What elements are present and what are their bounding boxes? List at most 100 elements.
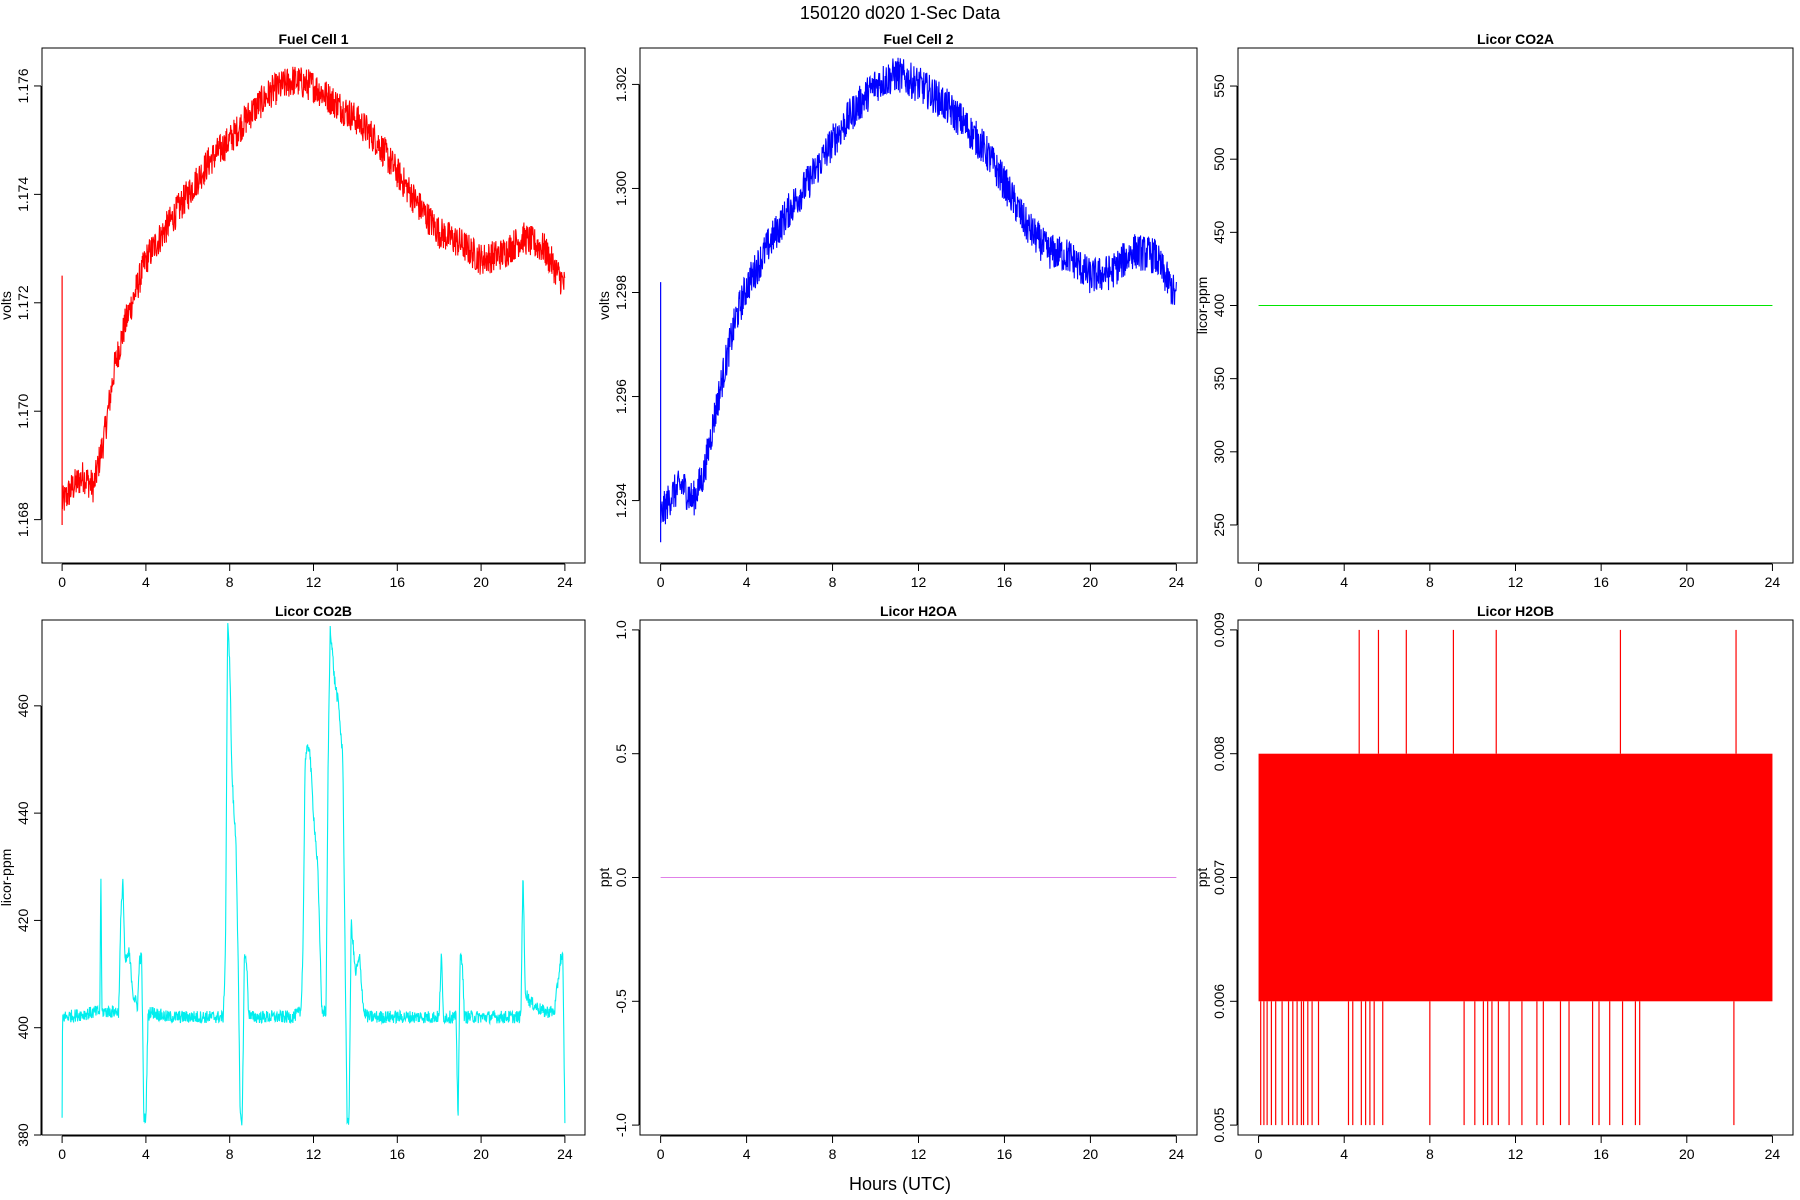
y-tick-label: 0.5 [613, 744, 629, 764]
y-tick-label: 1.298 [613, 275, 629, 310]
panel-title: Fuel Cell 2 [883, 31, 953, 47]
panels: Fuel Cell 1 0 4 8 12 16 20 24 1.168 1.170 1.172 1.1… [0, 31, 1794, 1162]
y-axis-title: ppt [1194, 868, 1210, 888]
plot-frame [1237, 47, 1794, 564]
y-tick-label: 500 [1211, 147, 1227, 171]
y-tick-label: 1.174 [15, 177, 31, 212]
y-tick-label: 0.006 [1211, 984, 1227, 1019]
y-axis: 250 300 350 400 450 500 550 [1211, 74, 1238, 537]
y-axis: 1.168 1.170 1.172 1.174 1.176 [15, 68, 42, 537]
plot-frame [639, 47, 1198, 564]
x-tick-label: 12 [306, 1146, 322, 1162]
x-tick-label: 12 [306, 574, 322, 590]
y-tick-label: 380 [15, 1123, 31, 1147]
figure-title: 150120 d020 1-Sec Data [800, 3, 1001, 23]
y-axis: -1.0 -0.5 0.0 0.5 1.0 [613, 620, 640, 1137]
x-tick-label: 4 [743, 1146, 751, 1162]
y-axis-title: licor-ppm [1194, 277, 1210, 335]
y-tick-label: 0.009 [1211, 612, 1227, 647]
data-series [61, 623, 566, 1126]
data-line [660, 57, 1177, 525]
y-tick-label: 250 [1211, 513, 1227, 537]
x-tick-label: 0 [657, 1146, 665, 1162]
x-tick-label: 20 [1679, 1146, 1695, 1162]
x-tick-label: 16 [997, 574, 1013, 590]
x-tick-label: 20 [1679, 574, 1695, 590]
panel-2: Fuel Cell 2 0 4 8 12 16 20 24 1.294 1.296 1.298 1.3… [596, 31, 1198, 590]
x-tick-label: 4 [1340, 1146, 1348, 1162]
x-axis: 0 4 8 12 16 20 24 [657, 563, 1185, 590]
y-axis-title: volts [0, 291, 14, 320]
panel-title: Licor CO2B [275, 603, 352, 619]
x-tick-label: 12 [1508, 1146, 1524, 1162]
y-tick-label: 1.296 [613, 379, 629, 414]
panel-title: Licor H2OB [1477, 603, 1554, 619]
x-tick-label: 16 [997, 1146, 1013, 1162]
x-tick-label: 16 [1593, 1146, 1609, 1162]
x-axis-title: Hours (UTC) [849, 1174, 951, 1194]
x-tick-label: 16 [1593, 574, 1609, 590]
x-tick-label: 0 [58, 574, 66, 590]
y-tick-label: 1.168 [15, 502, 31, 537]
x-tick-label: 16 [390, 1146, 406, 1162]
y-tick-label: 400 [1211, 294, 1227, 318]
x-tick-label: 8 [1426, 1146, 1434, 1162]
x-tick-label: 4 [142, 1146, 150, 1162]
y-tick-label: 0.0 [613, 868, 629, 888]
y-tick-label: 350 [1211, 367, 1227, 391]
panel-title: Licor H2OA [880, 603, 957, 619]
y-tick-label: 0.005 [1211, 1107, 1227, 1142]
x-tick-label: 0 [1255, 1146, 1263, 1162]
x-axis: 0 4 8 12 16 20 24 [58, 1135, 573, 1162]
x-tick-label: 24 [557, 1146, 573, 1162]
x-tick-label: 20 [1083, 574, 1099, 590]
x-tick-label: 4 [1340, 574, 1348, 590]
y-tick-label: -0.5 [613, 989, 629, 1013]
x-tick-label: 24 [1765, 574, 1781, 590]
x-tick-label: 24 [557, 574, 573, 590]
x-tick-label: 4 [142, 574, 150, 590]
y-tick-label: 460 [15, 694, 31, 718]
x-tick-label: 24 [1169, 574, 1185, 590]
y-tick-label: 0.008 [1211, 736, 1227, 771]
panel-5: Licor H2OA 0 4 8 12 16 20 24 -1.0 -0.5 0.0 0.5 1.0 pp… [596, 603, 1198, 1162]
x-tick-label: 8 [829, 574, 837, 590]
y-tick-label: 1.0 [613, 620, 629, 640]
x-tick-label: 12 [911, 574, 927, 590]
y-tick-label: 1.170 [15, 393, 31, 428]
x-tick-label: 8 [1426, 574, 1434, 590]
y-tick-label: 450 [1211, 220, 1227, 244]
x-axis: 0 4 8 12 16 20 24 [657, 1135, 1185, 1162]
y-tick-label: 420 [15, 909, 31, 933]
data-band [1258, 753, 1773, 1002]
plot-frame [41, 47, 586, 564]
y-tick-label: 1.294 [613, 483, 629, 518]
panel-3: Licor CO2A 0 4 8 12 16 20 24 250 300 350 400 450 500 5… [1194, 31, 1794, 590]
x-tick-label: 4 [743, 574, 751, 590]
y-axis: 380 400 420 440 460 [15, 694, 42, 1147]
plot-frame [41, 619, 586, 1136]
y-tick-label: 1.172 [15, 285, 31, 320]
x-tick-label: 16 [390, 574, 406, 590]
x-tick-label: 8 [226, 574, 234, 590]
y-axis-title: licor-ppm [0, 849, 14, 907]
y-tick-label: 0.007 [1211, 860, 1227, 895]
x-tick-label: 8 [226, 1146, 234, 1162]
data-series [660, 57, 1177, 543]
x-tick-label: 20 [1083, 1146, 1099, 1162]
x-tick-label: 24 [1169, 1146, 1185, 1162]
y-tick-label: 1.302 [613, 67, 629, 102]
y-tick-label: -1.0 [613, 1113, 629, 1137]
x-tick-label: 0 [58, 1146, 66, 1162]
y-axis: 0.005 0.006 0.007 0.008 0.009 [1211, 612, 1238, 1143]
data-series [61, 66, 566, 526]
panel-title: Licor CO2A [1477, 31, 1554, 47]
y-axis: 1.294 1.296 1.298 1.300 1.302 [613, 67, 640, 518]
data-series [1258, 629, 1773, 1126]
x-tick-label: 0 [657, 574, 665, 590]
x-tick-label: 12 [911, 1146, 927, 1162]
panel-title: Fuel Cell 1 [278, 31, 348, 47]
data-line [61, 623, 566, 1126]
x-tick-label: 0 [1255, 574, 1263, 590]
